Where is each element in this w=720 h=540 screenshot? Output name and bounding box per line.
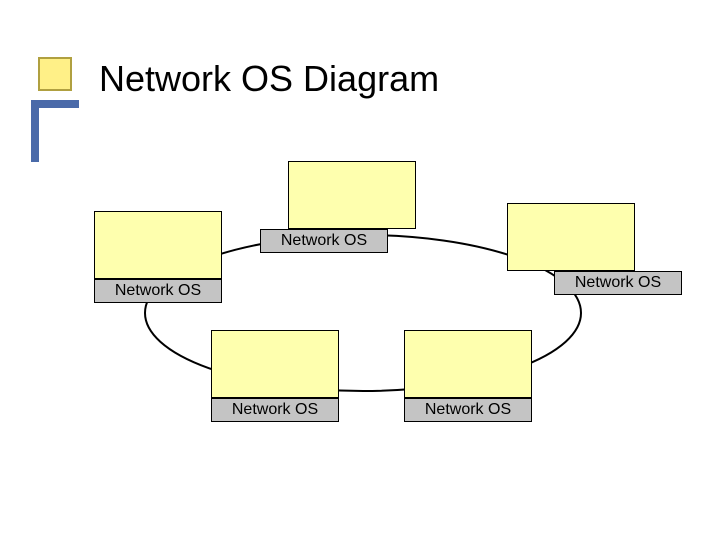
title-accent-v bbox=[31, 108, 39, 162]
label-text: Network OS bbox=[425, 401, 511, 419]
title-bullet-square bbox=[38, 57, 72, 91]
title-accent-h bbox=[31, 100, 79, 108]
label-top: Network OS bbox=[260, 229, 388, 253]
label-text: Network OS bbox=[232, 401, 318, 419]
label-text: Network OS bbox=[115, 282, 201, 300]
label-bottom-right: Network OS bbox=[404, 398, 532, 422]
label-bottom-left: Network OS bbox=[211, 398, 339, 422]
label-text: Network OS bbox=[575, 274, 661, 292]
node-right bbox=[507, 203, 635, 271]
node-bottom-right bbox=[404, 330, 532, 398]
node-bottom-left bbox=[211, 330, 339, 398]
node-top bbox=[288, 161, 416, 229]
label-text: Network OS bbox=[281, 232, 367, 250]
page-title: Network OS Diagram bbox=[99, 58, 439, 100]
node-left bbox=[94, 211, 222, 279]
label-left: Network OS bbox=[94, 279, 222, 303]
diagram-stage: Network OS Diagram Network OS Network OS… bbox=[0, 0, 720, 540]
label-right: Network OS bbox=[554, 271, 682, 295]
